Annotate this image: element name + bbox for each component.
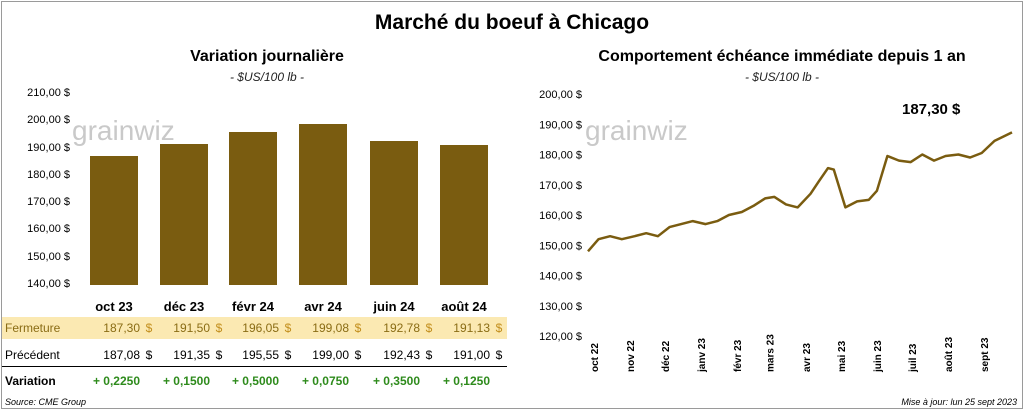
right-x-tick: août 23 bbox=[944, 337, 955, 372]
right-x-tick: janv 23 bbox=[697, 338, 708, 373]
right-y-tick: 190,00 $ bbox=[539, 119, 582, 131]
x-category-label: oct 23 bbox=[95, 299, 133, 314]
source-note: Source: CME Group bbox=[5, 397, 87, 407]
x-category-label: juin 24 bbox=[373, 299, 415, 314]
right-x-tick: juil 23 bbox=[908, 343, 919, 373]
currency-symbol: $ bbox=[495, 321, 503, 335]
right-y-tick: 180,00 $ bbox=[539, 150, 582, 162]
value-cell: 192,78 bbox=[383, 321, 420, 335]
currency-symbol: $ bbox=[215, 348, 223, 362]
left-y-tick: 150,00 $ bbox=[27, 250, 70, 263]
right-x-tick: févr 23 bbox=[733, 339, 744, 372]
watermark-logo-left: grainwiz bbox=[72, 115, 175, 146]
variation-label: Variation bbox=[5, 374, 56, 388]
currency-symbol: $ bbox=[495, 348, 503, 362]
value-cell: 191,00 bbox=[453, 348, 490, 362]
bar-4 bbox=[370, 140, 418, 285]
left-y-tick: 180,00 $ bbox=[27, 168, 70, 181]
right-y-tick: 120,00 $ bbox=[539, 331, 582, 343]
left-chart-unit: - $US/100 lb - bbox=[229, 70, 305, 84]
right-x-tick: oct 22 bbox=[590, 343, 601, 372]
right-y-tick: 140,00 $ bbox=[539, 271, 582, 283]
x-category-label: déc 23 bbox=[163, 299, 205, 314]
currency-symbol: $ bbox=[284, 321, 292, 335]
right-y-tick: 170,00 $ bbox=[539, 180, 582, 192]
bar-0 bbox=[90, 155, 138, 285]
currency-symbol: $ bbox=[215, 321, 223, 335]
left-chart-title: Variation journalière bbox=[190, 48, 344, 65]
bar-2 bbox=[229, 132, 277, 285]
closing-label: Fermeture bbox=[5, 321, 61, 335]
currency-symbol: $ bbox=[354, 348, 362, 362]
right-x-tick: nov 22 bbox=[626, 340, 637, 372]
right-x-tick: avr 23 bbox=[802, 343, 813, 372]
right-y-tick: 130,00 $ bbox=[539, 301, 582, 313]
previous-label: Précédent bbox=[5, 348, 60, 362]
value-cell: + 0,5000 bbox=[231, 374, 279, 388]
value-cell: 199,08 bbox=[312, 321, 349, 335]
closing-price-row: Fermeture 187,30 $191,50 $196,05 $199,08 $19… bbox=[2, 317, 507, 339]
left-y-tick: 210,00 $ bbox=[27, 87, 70, 99]
right-x-tick: mai 23 bbox=[837, 340, 848, 372]
last-value-label: 187,30 $ bbox=[902, 101, 961, 118]
price-series-line bbox=[587, 131, 1013, 253]
right-x-tick: mars 23 bbox=[766, 334, 777, 372]
value-cell: + 0,1500 bbox=[162, 374, 210, 388]
update-note: Mise à jour: lun 25 sept 2023 bbox=[901, 397, 1017, 407]
value-cell: + 0,0750 bbox=[301, 374, 349, 388]
value-cell: 199,00 bbox=[312, 348, 349, 362]
currency-symbol: $ bbox=[425, 348, 433, 362]
right-chart-title: Comportement échéance immédiate depuis 1… bbox=[598, 48, 966, 65]
left-y-tick: 170,00 $ bbox=[27, 196, 70, 209]
left-y-tick: 190,00 $ bbox=[27, 141, 70, 154]
right-line-chart: 200,00 $ 190,00 $ 180,00 $ 170,00 $ 160,00 $… bbox=[539, 89, 1013, 373]
main-title: Marché du boeuf à Chicago bbox=[374, 11, 650, 34]
bar-3 bbox=[299, 123, 347, 285]
value-cell: 191,13 bbox=[453, 321, 490, 335]
x-category-label: févr 24 bbox=[232, 299, 274, 314]
right-y-tick: 200,00 $ bbox=[539, 89, 582, 101]
bar-5 bbox=[440, 145, 488, 285]
value-cell: 187,30 bbox=[103, 321, 140, 335]
x-category-label: avr 24 bbox=[304, 299, 342, 314]
x-category-label: août 24 bbox=[441, 299, 487, 314]
bar-1 bbox=[160, 144, 208, 285]
right-x-tick: juin 23 bbox=[873, 340, 884, 373]
right-y-tick: 160,00 $ bbox=[539, 210, 582, 222]
currency-symbol: $ bbox=[145, 321, 153, 335]
left-y-tick: 140,00 $ bbox=[27, 278, 70, 290]
currency-symbol: $ bbox=[425, 321, 433, 335]
watermark-logo-right: grainwiz bbox=[585, 115, 688, 146]
previous-price-row: Précédent 187,08 $191,35 $195,55 $199,00 $19… bbox=[2, 344, 507, 367]
variation-row: Variation + 0,2250 + 0,1500 + 0,5000 + 0,07… bbox=[2, 370, 507, 392]
right-x-tick: déc 22 bbox=[661, 340, 672, 372]
value-cell: 191,50 bbox=[173, 321, 210, 335]
currency-symbol: $ bbox=[284, 348, 292, 362]
left-y-tick: 200,00 $ bbox=[27, 114, 70, 127]
currency-symbol: $ bbox=[354, 321, 362, 335]
value-cell: + 0,2250 bbox=[92, 374, 140, 388]
value-cell: + 0,1250 bbox=[442, 374, 490, 388]
value-cell: 196,05 bbox=[242, 321, 279, 335]
left-y-tick: 160,00 $ bbox=[27, 223, 70, 236]
right-x-tick: sept 23 bbox=[980, 337, 991, 372]
value-cell: 187,08 bbox=[103, 348, 140, 362]
right-chart-unit: - $US/100 lb - bbox=[744, 70, 820, 84]
value-cell: + 0,3500 bbox=[372, 374, 420, 388]
right-y-tick: 150,00 $ bbox=[539, 240, 582, 252]
currency-symbol: $ bbox=[145, 348, 153, 362]
value-cell: 192,43 bbox=[383, 348, 420, 362]
value-cell: 195,55 bbox=[242, 348, 279, 362]
value-cell: 191,35 bbox=[173, 348, 210, 362]
